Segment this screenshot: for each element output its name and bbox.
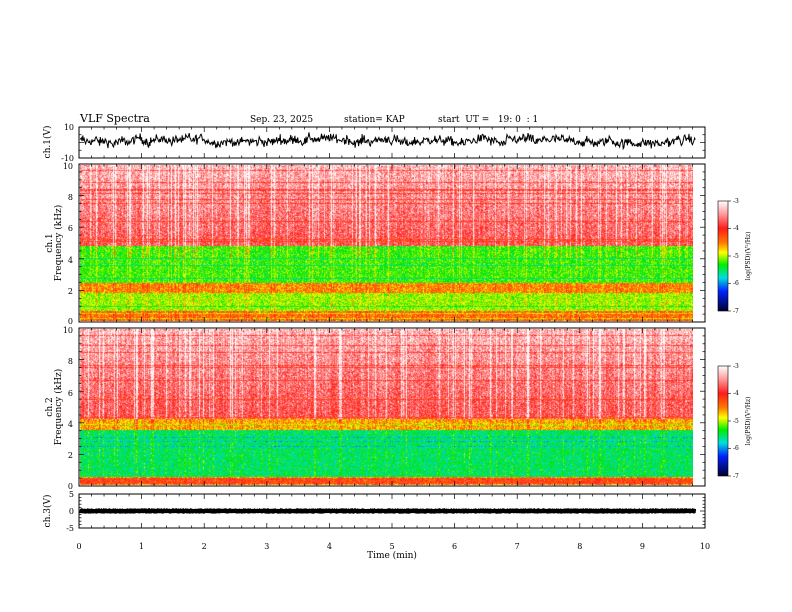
- ch2-colorbar-tick-m6: -6: [733, 445, 739, 452]
- station-label: station= KAP: [344, 115, 405, 125]
- ch2-colorbar-tick-m4: -4: [733, 390, 739, 397]
- ch1-spectrogram-image: [80, 165, 693, 321]
- ch2-freq-tick-4: 4: [68, 420, 73, 429]
- ch1-ytick-min: -10: [61, 154, 74, 163]
- ch1-colorbar-tick-m7: -7: [733, 308, 739, 315]
- ch3-ytick-min: -5: [66, 524, 74, 533]
- time-tick-4: 4: [327, 542, 332, 551]
- time-tick-7: 7: [515, 542, 520, 551]
- ch3-waveform-ylabel: ch.3(V): [42, 495, 53, 528]
- ch2-colorbar-tick-m3: -3: [733, 363, 739, 370]
- ch2-frequency-ylabel: Frequency (kHz): [53, 369, 64, 446]
- ch1-freq-tick-2: 2: [68, 287, 73, 296]
- ch2-colorbar-tick-m5: -5: [733, 418, 739, 425]
- ch3-trace: [79, 508, 697, 514]
- time-tick-6: 6: [452, 542, 457, 551]
- time-tick-0: 0: [76, 542, 81, 551]
- time-tick-5: 5: [389, 542, 394, 551]
- ch2-channel-label: ch.2: [45, 397, 55, 416]
- ch1-freq-tick-0: 0: [68, 317, 73, 326]
- time-axis: 0 1 2 3 4 5 6 7 8 9 10 Time (min): [76, 542, 710, 561]
- ch1-waveform-ylabel: ch.1(V): [42, 126, 53, 159]
- ch2-spectrogram-ticks: [78, 327, 706, 487]
- time-tick-8: 8: [577, 542, 582, 551]
- time-tick-9: 9: [640, 542, 645, 551]
- ch2-colorbar-tick-m7: -7: [733, 473, 739, 480]
- ch1-channel-label: ch.1: [45, 233, 55, 252]
- start-time-label: start UT = 19: 0 : 1: [438, 115, 538, 125]
- ch2-freq-tick-0: 0: [68, 482, 73, 491]
- time-axis-label: Time (min): [367, 550, 417, 561]
- ch2-spectrogram-image: [80, 329, 693, 485]
- ch1-colorbar-tick-m4: -4: [733, 225, 739, 232]
- date-label: Sep. 23, 2025: [250, 115, 313, 125]
- time-tick-2: 2: [202, 542, 207, 551]
- time-tick-1: 1: [139, 542, 144, 551]
- ch2-colorbar-label: log(PSD)(V²/Hz): [745, 397, 752, 446]
- ch3-ytick-zero: 0: [69, 507, 74, 516]
- ch1-tick-marks: [78, 126, 706, 159]
- ch1-frequency-ylabel: Frequency (kHz): [53, 205, 64, 282]
- ch2-freq-tick-6: 6: [68, 389, 73, 398]
- ch2-freq-tick-2: 2: [68, 451, 73, 460]
- ch2-freq-tick-8: 8: [68, 357, 73, 366]
- ch1-spectrogram-ticks: [78, 163, 706, 323]
- ch1-colorbar-label: log(PSD)(V²/Hz): [745, 232, 752, 281]
- time-tick-3: 3: [264, 542, 269, 551]
- ch3-tick-marks: [78, 493, 706, 529]
- ch1-freq-tick-8: 8: [68, 193, 73, 202]
- ch1-colorbar-tick-m5: -5: [733, 253, 739, 260]
- ch1-freq-tick-10: 10: [63, 162, 73, 171]
- ch1-colorbar-tick-m3: -3: [733, 198, 739, 205]
- ch1-waveform-line: [79, 132, 696, 151]
- ch1-spectrogram-panel: 0 2 4 6 8 10 ch.1 Frequency (kHz) -3 -4 …: [45, 162, 752, 326]
- ch3-ytick-max: 5: [69, 490, 74, 499]
- ch3-waveform-line: [79, 508, 697, 514]
- ch3-waveform-panel: 5 0 -5 ch.3(V): [42, 490, 706, 533]
- ch1-plot-trace: [79, 132, 696, 151]
- ch2-spectrogram-panel: 0 2 4 6 8 10 ch.2 Frequency (kHz) -3 -4 …: [45, 326, 752, 491]
- ch2-freq-tick-10: 10: [63, 326, 73, 335]
- ch1-waveform-panel: 10 -10 ch.1(V): [42, 123, 706, 163]
- ch1-colorbar: [717, 200, 729, 312]
- ch2-colorbar: [717, 365, 729, 477]
- ch1-colorbar-ticks: [728, 200, 731, 312]
- ch1-freq-tick-4: 4: [68, 256, 73, 265]
- time-tick-10: 10: [700, 542, 710, 551]
- ch1-freq-tick-6: 6: [68, 224, 73, 233]
- ch2-colorbar-ticks: [728, 365, 731, 477]
- figure-title: VLF Spectra: [79, 112, 150, 125]
- ch1-colorbar-tick-m6: -6: [733, 280, 739, 287]
- ch1-ytick-max: 10: [64, 123, 74, 132]
